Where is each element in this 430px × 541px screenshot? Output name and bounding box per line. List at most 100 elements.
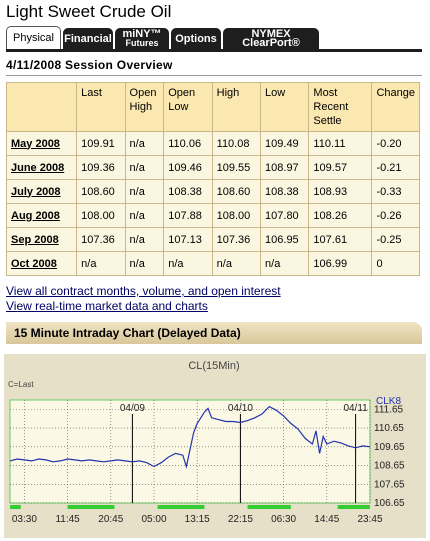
- cell-settle: 109.57: [309, 156, 372, 179]
- cell-last: 107.36: [77, 228, 125, 251]
- date-marker-label: 04/09: [120, 403, 145, 414]
- cell-change: -0.25: [372, 228, 419, 251]
- cell-last: 109.91: [77, 132, 125, 155]
- table-header-row: Last Open High Open Low High Low Most Re…: [7, 83, 419, 131]
- table-row: July 2008 108.60 n/a 108.38 108.60 108.38 108.…: [7, 180, 419, 203]
- column-header-low: Low: [261, 83, 309, 131]
- session-bar: [157, 505, 205, 509]
- tab-nymex-clearport[interactable]: NYMEX ClearPort®: [223, 28, 319, 50]
- cell-settle: 108.26: [309, 204, 372, 227]
- x-tick-label: 11:45: [55, 514, 80, 525]
- cell-settle: 110.11: [309, 132, 372, 155]
- session-bar: [247, 505, 291, 509]
- cell-open-high: n/a: [125, 228, 164, 251]
- y-tick-label: 111.65: [374, 404, 404, 415]
- contract-month-link[interactable]: June 2008: [7, 156, 77, 179]
- cell-last: 108.60: [77, 180, 125, 203]
- session-overview-table: Last Open High Open Low High Low Most Re…: [6, 82, 420, 276]
- cell-open-low: 107.88: [164, 204, 212, 227]
- cell-settle: 107.61: [309, 228, 372, 251]
- session-overview-heading: 4/11/2008 Session Overview: [6, 58, 422, 76]
- table-row: Sep 2008 107.36 n/a 107.13 107.36 106.95 107.6…: [7, 228, 419, 251]
- column-header: [7, 83, 77, 131]
- session-bar: [67, 505, 115, 509]
- tab-miny-futures[interactable]: miNY™ Futures: [115, 28, 169, 50]
- column-header-last: Last: [77, 83, 125, 131]
- cell-open-low: 110.06: [164, 132, 212, 155]
- cell-change: -0.33: [372, 180, 419, 203]
- column-header-open-high: Open High: [125, 83, 164, 131]
- column-header-change: Change: [372, 83, 419, 131]
- view-all-contracts-link[interactable]: View all contract months, volume, and op…: [6, 284, 281, 298]
- table-row: Oct 2008 n/a n/a n/a n/a n/a 106.99 0: [7, 252, 419, 275]
- x-tick-label: 23:45: [357, 514, 382, 525]
- cell-low: n/a: [261, 252, 309, 275]
- tab-financial[interactable]: Financial: [63, 28, 113, 50]
- cell-high: 107.36: [212, 228, 261, 251]
- cell-open-high: n/a: [125, 204, 164, 227]
- intraday-chart-heading: 15 Minute Intraday Chart (Delayed Data): [6, 322, 422, 344]
- y-tick-label: 110.65: [374, 423, 404, 434]
- date-marker-label: 04/11: [343, 403, 368, 414]
- tab-bar: Physical Financial miNY™ Futures Options …: [6, 26, 319, 50]
- cell-high: 109.55: [212, 156, 261, 179]
- cell-last: 109.36: [77, 156, 125, 179]
- price-series-line: [9, 405, 371, 469]
- x-tick-label: 03:30: [12, 514, 37, 525]
- cell-low: 108.38: [261, 180, 309, 203]
- cell-low: 106.95: [261, 228, 309, 251]
- x-tick-label: 05:00: [141, 514, 166, 525]
- cell-change: -0.21: [372, 156, 419, 179]
- intraday-chart: CL(15Min) C=Last CLK8 111.65 110.65 109.65…: [4, 354, 426, 538]
- date-marker-label: 04/10: [228, 403, 253, 414]
- contract-month-link[interactable]: Aug 2008: [7, 204, 77, 227]
- table-row: June 2008 109.36 n/a 109.46 109.55 108.97 109.…: [7, 156, 419, 179]
- cell-open-high: n/a: [125, 132, 164, 155]
- contract-month-link[interactable]: May 2008: [7, 132, 77, 155]
- view-realtime-data-link[interactable]: View real-time market data and charts: [6, 299, 208, 313]
- cell-high: 108.00: [212, 204, 261, 227]
- contract-month-link[interactable]: July 2008: [7, 180, 77, 203]
- cell-low: 108.97: [261, 156, 309, 179]
- cell-change: -0.20: [372, 132, 419, 155]
- cell-low: 107.80: [261, 204, 309, 227]
- y-tick-label: 107.65: [374, 479, 405, 490]
- table-row: Aug 2008 108.00 n/a 107.88 108.00 107.80 108.2…: [7, 204, 419, 227]
- session-bar: [10, 505, 21, 509]
- tab-physical[interactable]: Physical: [6, 26, 61, 50]
- cell-low: 109.49: [261, 132, 309, 155]
- session-bar: [337, 505, 370, 509]
- y-tick-label: 109.65: [374, 442, 405, 453]
- cell-open-low: n/a: [164, 252, 212, 275]
- x-tick-label: 14:45: [314, 514, 339, 525]
- cell-change: -0.26: [372, 204, 419, 227]
- cell-open-high: n/a: [125, 156, 164, 179]
- contract-month-link[interactable]: Sep 2008: [7, 228, 77, 251]
- cell-high: n/a: [212, 252, 261, 275]
- table-row: May 2008 109.91 n/a 110.06 110.08 109.49 110.1…: [7, 132, 419, 155]
- cell-open-low: 109.46: [164, 156, 212, 179]
- tab-underline: [6, 49, 422, 52]
- y-tick-label: 108.65: [374, 461, 405, 472]
- cell-high: 110.08: [212, 132, 261, 155]
- x-tick-label: 20:45: [98, 514, 123, 525]
- column-header-settle: Most Recent Settle: [309, 83, 372, 131]
- cell-last: 108.00: [77, 204, 125, 227]
- x-tick-label: 22:15: [228, 514, 253, 525]
- contract-month-link[interactable]: Oct 2008: [7, 252, 77, 275]
- column-header-open-low: Open Low: [164, 83, 212, 131]
- tab-options[interactable]: Options: [171, 28, 221, 50]
- x-tick-label: 06:30: [271, 514, 296, 525]
- chart-title: CL(15Min): [188, 360, 239, 372]
- cell-open-high: n/a: [125, 180, 164, 203]
- cell-open-high: n/a: [125, 252, 164, 275]
- column-header-high: High: [212, 83, 261, 131]
- cell-open-low: 107.13: [164, 228, 212, 251]
- cell-open-low: 108.38: [164, 180, 212, 203]
- page-title: Light Sweet Crude Oil: [6, 2, 172, 21]
- y-tick-label: 106.65: [374, 498, 405, 509]
- chart-symbol-label: CLK8: [376, 396, 401, 407]
- cell-high: 108.60: [212, 180, 261, 203]
- cell-change: 0: [372, 252, 419, 275]
- cell-settle: 106.99: [309, 252, 372, 275]
